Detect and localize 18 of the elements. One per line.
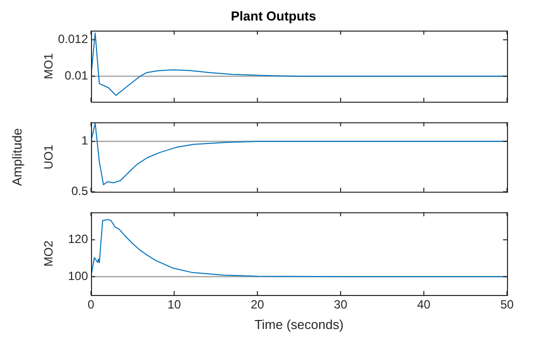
y-tick-label: 1 — [81, 134, 88, 148]
y-tick-label: 120 — [68, 232, 88, 246]
y-axis-title: MO1 — [42, 52, 56, 80]
y-tick-label: 0.012 — [58, 32, 88, 46]
x-axis-title: Time (seconds) — [254, 316, 344, 332]
y-axis-title: UO1 — [42, 144, 56, 170]
chart-title: Plant Outputs — [230, 8, 316, 24]
text: Amplitude — [10, 128, 25, 186]
y-tick-label: 100 — [68, 268, 88, 283]
y-tick-label: 0.01 — [64, 68, 88, 83]
x-tick-label: 40 — [417, 298, 431, 312]
x-tick-label: 30 — [334, 298, 348, 312]
x-tick-label: 0 — [88, 298, 95, 312]
y-tick-label: 0.5 — [71, 184, 88, 198]
x-tick-label: 10 — [168, 298, 182, 312]
y-axis-title: MO2 — [42, 240, 56, 267]
x-tick-label: 20 — [250, 298, 264, 312]
x-tick-label: 50 — [500, 298, 514, 312]
